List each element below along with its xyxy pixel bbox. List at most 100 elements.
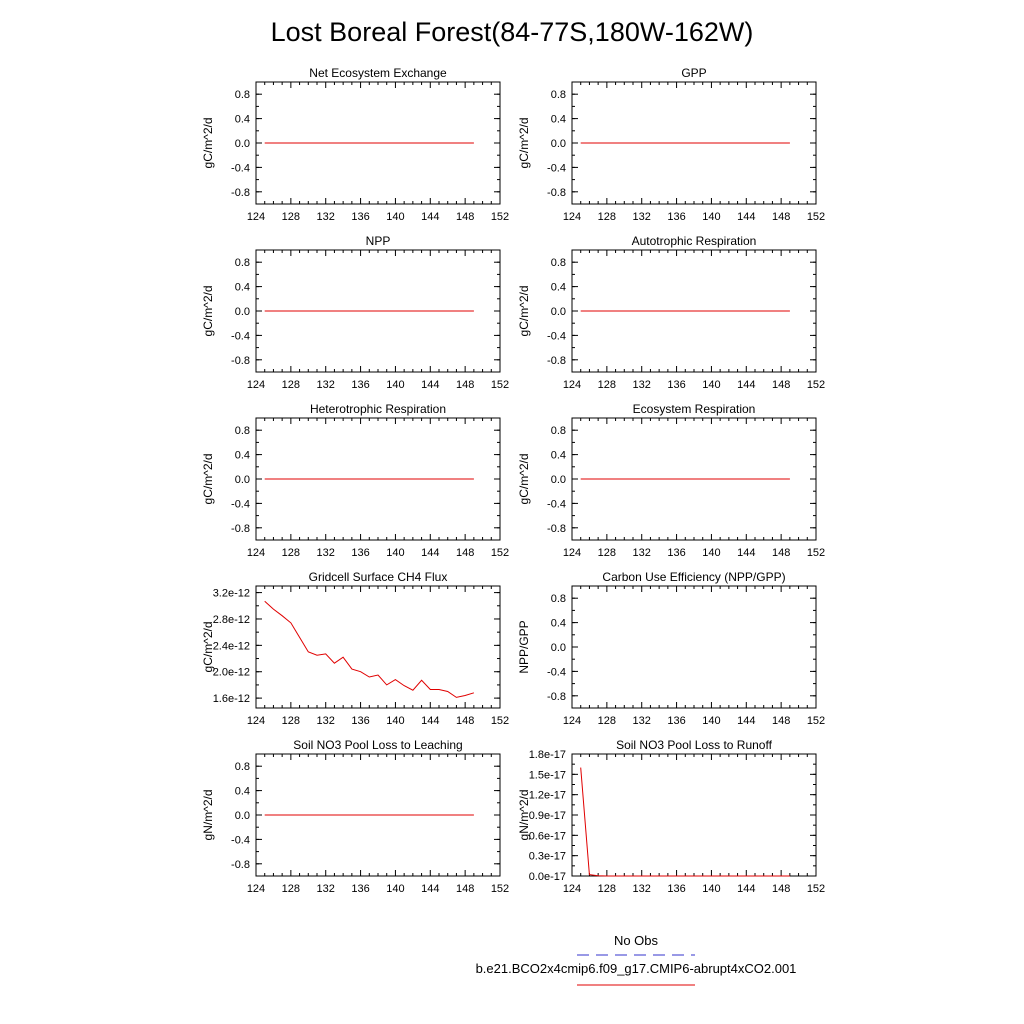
y-axis-label: gC/m^2/d	[517, 118, 531, 169]
chart-panel: GPP gC/m^2/d 124 128 132 136 140 144 148 152 -0.8 -…	[517, 66, 825, 223]
x-tick-label: 124	[563, 715, 581, 727]
y-axis-label: NPP/GPP	[517, 620, 531, 673]
x-tick-label: 132	[317, 547, 335, 559]
y-tick-label: 0.4	[235, 786, 250, 798]
x-tick-label: 128	[282, 715, 300, 727]
y-tick-label: -0.4	[547, 498, 566, 510]
plot-frame	[571, 585, 817, 709]
y-tick-label: 2.0e-12	[213, 667, 250, 679]
panel-title: NPP	[366, 234, 391, 248]
y-tick-label: -0.8	[547, 523, 566, 535]
x-tick-label: 148	[772, 211, 790, 223]
chart-panel: Gridcell Surface CH4 Flux gC/m^2/d 124 128 1…	[201, 570, 509, 727]
x-tick-label: 132	[317, 211, 335, 223]
y-tick-label: 0.0	[235, 474, 250, 486]
y-tick-label: 1.8e-17	[529, 749, 566, 761]
y-tick-label: -0.8	[547, 187, 566, 199]
y-tick-label: -0.4	[547, 162, 566, 174]
x-tick-label: 128	[282, 883, 300, 895]
chart-panel: Autotrophic Respiration gC/m^2/d 124 128 132…	[517, 234, 825, 391]
y-tick-label: 1.6e-12	[213, 693, 250, 705]
y-tick-label: 0.0	[551, 306, 566, 318]
x-tick-label: 132	[317, 715, 335, 727]
chart-panel: NPP gC/m^2/d 124 128 132 136 140 144 148 152 -0.8 -…	[201, 234, 509, 391]
panel-title: Autotrophic Respiration	[632, 234, 757, 248]
x-tick-label: 140	[702, 379, 720, 391]
panel-title: Carbon Use Efficiency (NPP/GPP)	[602, 570, 785, 584]
y-tick-label: 0.4	[235, 450, 250, 462]
x-tick-label: 128	[282, 379, 300, 391]
page-title: Lost Boreal Forest(84-77S,180W-162W)	[271, 17, 754, 47]
y-axis-label: gC/m^2/d	[201, 286, 215, 337]
y-tick-label: -0.8	[547, 691, 566, 703]
x-tick-label: 152	[807, 883, 825, 895]
series-line	[580, 767, 790, 877]
chart-panel: Heterotrophic Respiration gC/m^2/d 124 128 1…	[201, 402, 509, 559]
y-tick-label: 0.4	[551, 282, 566, 294]
panel-title: Soil NO3 Pool Loss to Runoff	[616, 738, 773, 752]
x-tick-label: 152	[807, 211, 825, 223]
y-tick-label: 0.0	[551, 474, 566, 486]
x-tick-label: 136	[351, 715, 369, 727]
x-tick-label: 148	[772, 379, 790, 391]
x-tick-label: 136	[351, 379, 369, 391]
y-axis-label: gN/m^2/d	[517, 790, 531, 841]
x-tick-label: 144	[421, 547, 439, 559]
x-tick-label: 140	[386, 547, 404, 559]
x-tick-label: 144	[737, 379, 755, 391]
y-tick-label: -0.8	[231, 187, 250, 199]
legend-model-label: b.e21.BCO2x4cmip6.f09_g17.CMIP6-abrupt4x…	[476, 961, 797, 976]
y-tick-label: 1.2e-17	[529, 790, 566, 802]
chart-panel: Net Ecosystem Exchange gC/m^2/d 124 128 132 1…	[201, 66, 509, 223]
x-tick-label: 144	[421, 211, 439, 223]
y-axis-label: gC/m^2/d	[201, 118, 215, 169]
x-tick-label: 144	[421, 715, 439, 727]
chart-panel: Soil NO3 Pool Loss to Leaching gN/m^2/d 12…	[201, 738, 509, 895]
panel-title: Net Ecosystem Exchange	[309, 66, 447, 80]
y-tick-label: 0.9e-17	[529, 810, 566, 822]
x-tick-label: 136	[667, 379, 685, 391]
y-tick-label: 0.6e-17	[529, 830, 566, 842]
y-tick-label: 0.8	[551, 425, 566, 437]
y-tick-label: 0.8	[235, 89, 250, 101]
chart-panel: Soil NO3 Pool Loss to Runoff gN/m^2/d 124 1…	[517, 738, 825, 895]
chart-panels: Net Ecosystem Exchange gC/m^2/d 124 128 132 1…	[201, 66, 825, 895]
x-tick-label: 128	[598, 379, 616, 391]
y-tick-label: -0.4	[231, 834, 250, 846]
y-tick-label: 2.4e-12	[213, 640, 250, 652]
y-tick-label: 0.0	[551, 642, 566, 654]
x-tick-label: 124	[247, 211, 265, 223]
y-tick-label: -0.4	[231, 330, 250, 342]
x-tick-label: 140	[386, 379, 404, 391]
x-tick-label: 144	[421, 883, 439, 895]
y-tick-label: 0.8	[235, 425, 250, 437]
x-tick-label: 140	[386, 883, 404, 895]
x-tick-label: 124	[563, 547, 581, 559]
chart-panel: Carbon Use Efficiency (NPP/GPP) NPP/GPP 12…	[517, 570, 825, 727]
y-tick-label: 0.8	[235, 257, 250, 269]
panel-title: Gridcell Surface CH4 Flux	[309, 570, 448, 584]
y-tick-label: 0.0	[235, 138, 250, 150]
x-tick-label: 148	[456, 715, 474, 727]
y-tick-label: 0.8	[235, 761, 250, 773]
y-tick-label: 0.3e-17	[529, 851, 566, 863]
y-tick-label: 0.8	[551, 593, 566, 605]
x-tick-label: 136	[667, 883, 685, 895]
x-tick-label: 148	[772, 547, 790, 559]
x-tick-label: 132	[633, 379, 651, 391]
x-tick-label: 132	[317, 883, 335, 895]
x-tick-label: 132	[317, 379, 335, 391]
x-tick-label: 144	[421, 379, 439, 391]
x-tick-label: 124	[563, 211, 581, 223]
x-tick-label: 144	[737, 883, 755, 895]
y-tick-label: 0.8	[551, 89, 566, 101]
x-tick-label: 140	[702, 547, 720, 559]
x-tick-label: 136	[667, 547, 685, 559]
x-tick-label: 140	[386, 211, 404, 223]
y-tick-label: 2.8e-12	[213, 614, 250, 626]
x-tick-label: 136	[667, 211, 685, 223]
y-tick-label: 0.4	[551, 618, 566, 630]
x-tick-label: 124	[563, 379, 581, 391]
y-axis-label: gC/m^2/d	[517, 454, 531, 505]
